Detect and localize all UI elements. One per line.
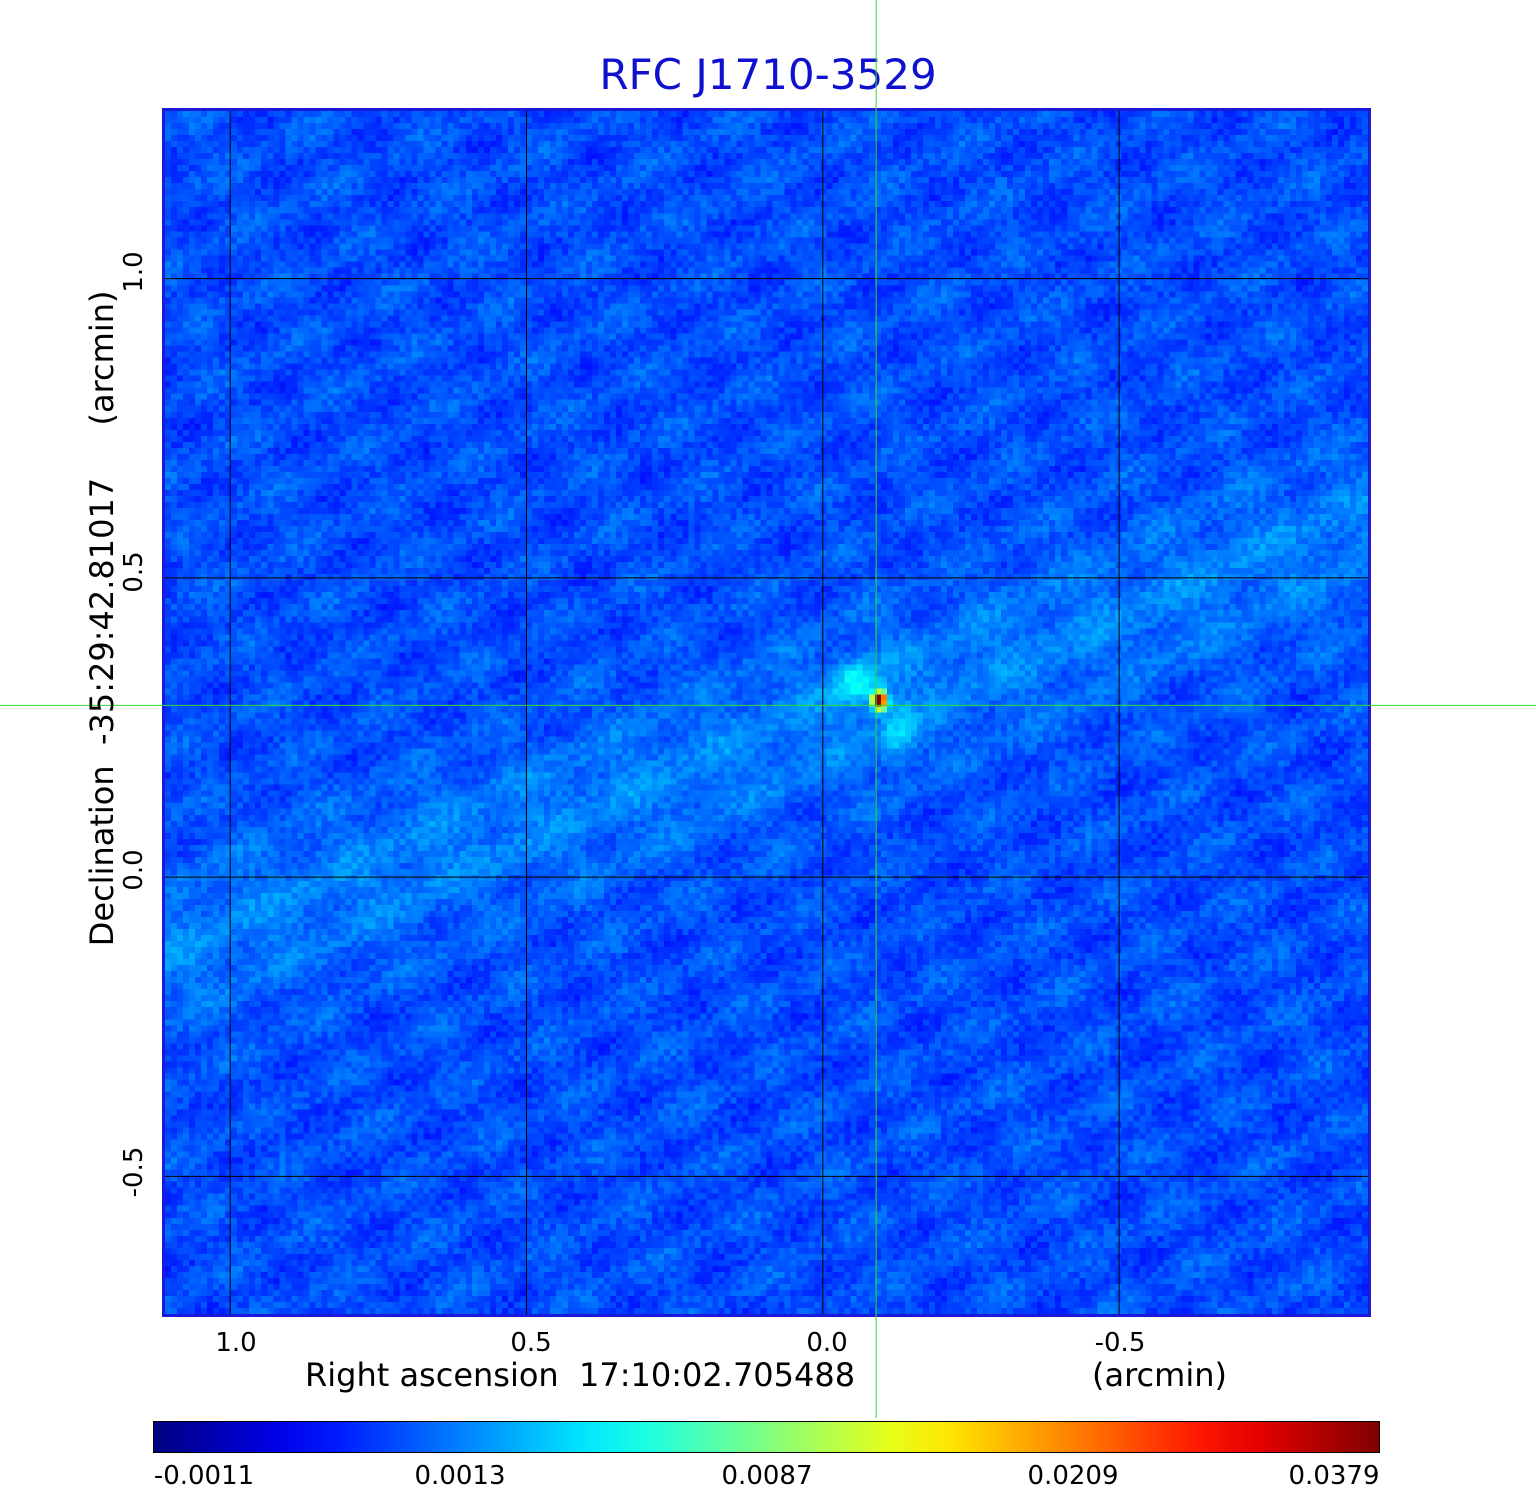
colorbar-label: 0.0087 [721, 1461, 813, 1491]
y-tick-label: 1.0 [119, 251, 149, 293]
y-tick-label: 0.0 [119, 849, 149, 891]
x-tick-label: 0.5 [510, 1328, 552, 1358]
colorbar-label: -0.0011 [153, 1461, 255, 1491]
y-tick-label: 0.5 [119, 551, 149, 593]
y-axis-label: Declination -35:29:42.81017 [83, 477, 121, 947]
chart-title: RFC J1710-3529 [599, 50, 937, 99]
x-tick-label: 0.0 [806, 1328, 848, 1358]
x-axis-unit: (arcmin) [1092, 1356, 1227, 1394]
y-axis-unit: (arcmin) [83, 290, 121, 426]
x-axis-label: Right ascension 17:10:02.705488 [305, 1356, 856, 1394]
colorbar-label: 0.0013 [414, 1461, 506, 1491]
colorbar [153, 1421, 1380, 1453]
plot-area[interactable] [162, 108, 1371, 1317]
intensity-map[interactable] [165, 111, 1368, 1314]
y-tick-label: -0.5 [119, 1146, 149, 1198]
x-tick-label: -0.5 [1094, 1328, 1146, 1358]
x-tick-label: 1.0 [215, 1328, 257, 1358]
colorbar-label: 0.0379 [1288, 1461, 1380, 1491]
colorbar-label: 0.0209 [1027, 1461, 1119, 1491]
